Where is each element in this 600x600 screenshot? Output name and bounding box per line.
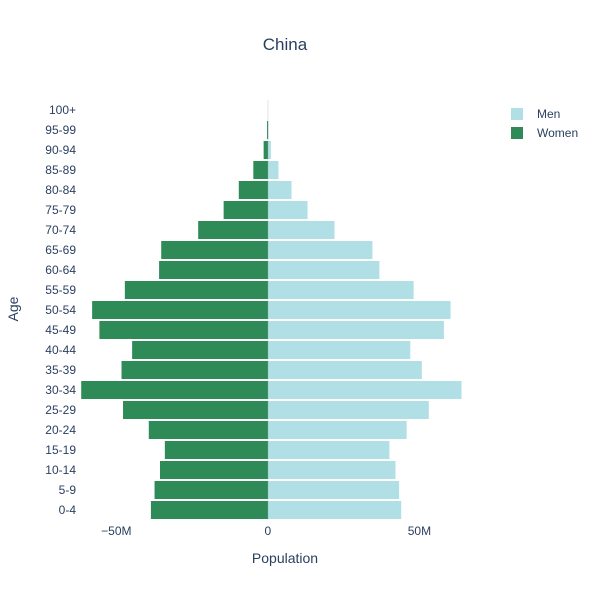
y-tick-label: 15-19	[45, 443, 76, 457]
bar-women-70-74[interactable]	[198, 221, 268, 239]
y-tick-label: 30-34	[45, 383, 76, 397]
legend-item-men[interactable]: Men	[511, 107, 560, 121]
legend-swatch	[511, 127, 523, 139]
bar-women-15-19[interactable]	[164, 441, 268, 459]
bar-women-85-89[interactable]	[253, 161, 268, 179]
chart-title: China	[263, 35, 308, 54]
bar-men-60-64[interactable]	[267, 261, 380, 279]
x-tick-label: 50M	[408, 524, 431, 538]
bar-women-90-94[interactable]	[263, 141, 268, 159]
bar-women-50-54[interactable]	[92, 301, 268, 319]
y-tick-label: 65-69	[45, 243, 76, 257]
bar-men-5-9[interactable]	[267, 481, 400, 499]
y-tick-label: 60-64	[45, 263, 76, 277]
y-tick-label: 40-44	[45, 343, 76, 357]
y-tick-label: 25-29	[45, 403, 76, 417]
bar-women-80-84[interactable]	[238, 181, 268, 199]
bar-women-25-29[interactable]	[123, 401, 268, 419]
legend[interactable]: Men Women	[511, 107, 578, 140]
bar-men-90-94[interactable]	[267, 141, 271, 159]
bar-women-60-64[interactable]	[159, 261, 268, 279]
legend-swatch	[511, 108, 523, 120]
bar-women-75-79[interactable]	[223, 201, 268, 219]
bar-women-30-34[interactable]	[81, 381, 268, 399]
x-tick-label: 0	[265, 524, 272, 538]
bar-women-10-14[interactable]	[160, 461, 268, 479]
bar-men-70-74[interactable]	[267, 221, 335, 239]
bar-women-65-69[interactable]	[161, 241, 268, 259]
bar-men-30-34[interactable]	[267, 381, 462, 399]
y-tick-label: 80-84	[45, 183, 76, 197]
bar-men-25-29[interactable]	[267, 401, 429, 419]
y-tick-label: 50-54	[45, 303, 76, 317]
x-axis-ticks: −50M 0 50M	[101, 524, 431, 538]
bar-men-40-44[interactable]	[267, 341, 411, 359]
bar-women-0-4[interactable]	[150, 501, 268, 519]
y-axis-ticks: 0-4 5-9 10-14 15-19 20-24 25-29 30-34 35-39 40-4…	[45, 103, 76, 517]
bar-women-5-9[interactable]	[154, 481, 268, 499]
bar-men-0-4[interactable]	[267, 501, 402, 519]
bar-women-35-39[interactable]	[121, 361, 268, 379]
bar-men-10-14[interactable]	[267, 461, 396, 479]
x-tick-label: −50M	[101, 524, 131, 538]
bar-men-65-69[interactable]	[267, 241, 373, 259]
x-axis-title: Population	[252, 550, 318, 566]
bar-women-40-44[interactable]	[132, 341, 268, 359]
y-tick-label: 95-99	[45, 123, 76, 137]
bar-men-20-24[interactable]	[267, 421, 407, 439]
bar-men-85-89[interactable]	[267, 161, 279, 179]
bar-men-75-79[interactable]	[267, 201, 308, 219]
bar-men-35-39[interactable]	[267, 361, 422, 379]
y-tick-label: 0-4	[59, 503, 77, 517]
y-tick-label: 70-74	[45, 223, 76, 237]
legend-item-women[interactable]: Women	[511, 126, 578, 140]
bar-women-20-24[interactable]	[148, 421, 268, 439]
legend-label: Women	[537, 126, 578, 140]
y-tick-label: 10-14	[45, 463, 76, 477]
y-tick-label: 90-94	[45, 143, 76, 157]
bars-layer	[81, 121, 462, 519]
bar-men-95-99[interactable]	[267, 121, 269, 139]
y-tick-label: 20-24	[45, 423, 76, 437]
y-axis-title: Age	[5, 296, 21, 321]
y-tick-label: 45-49	[45, 323, 76, 337]
bar-men-80-84[interactable]	[267, 181, 292, 199]
y-tick-label: 100+	[49, 103, 76, 117]
y-tick-label: 55-59	[45, 283, 76, 297]
bar-men-50-54[interactable]	[267, 301, 451, 319]
bar-women-95-99[interactable]	[266, 121, 268, 139]
legend-label: Men	[537, 107, 560, 121]
bar-men-55-59[interactable]	[267, 281, 414, 299]
bar-women-55-59[interactable]	[124, 281, 268, 299]
bar-men-15-19[interactable]	[267, 441, 390, 459]
y-tick-label: 5-9	[59, 483, 77, 497]
y-tick-label: 75-79	[45, 203, 76, 217]
y-tick-label: 35-39	[45, 363, 76, 377]
y-tick-label: 85-89	[45, 163, 76, 177]
bar-women-45-49[interactable]	[99, 321, 268, 339]
bar-men-45-49[interactable]	[267, 321, 444, 339]
